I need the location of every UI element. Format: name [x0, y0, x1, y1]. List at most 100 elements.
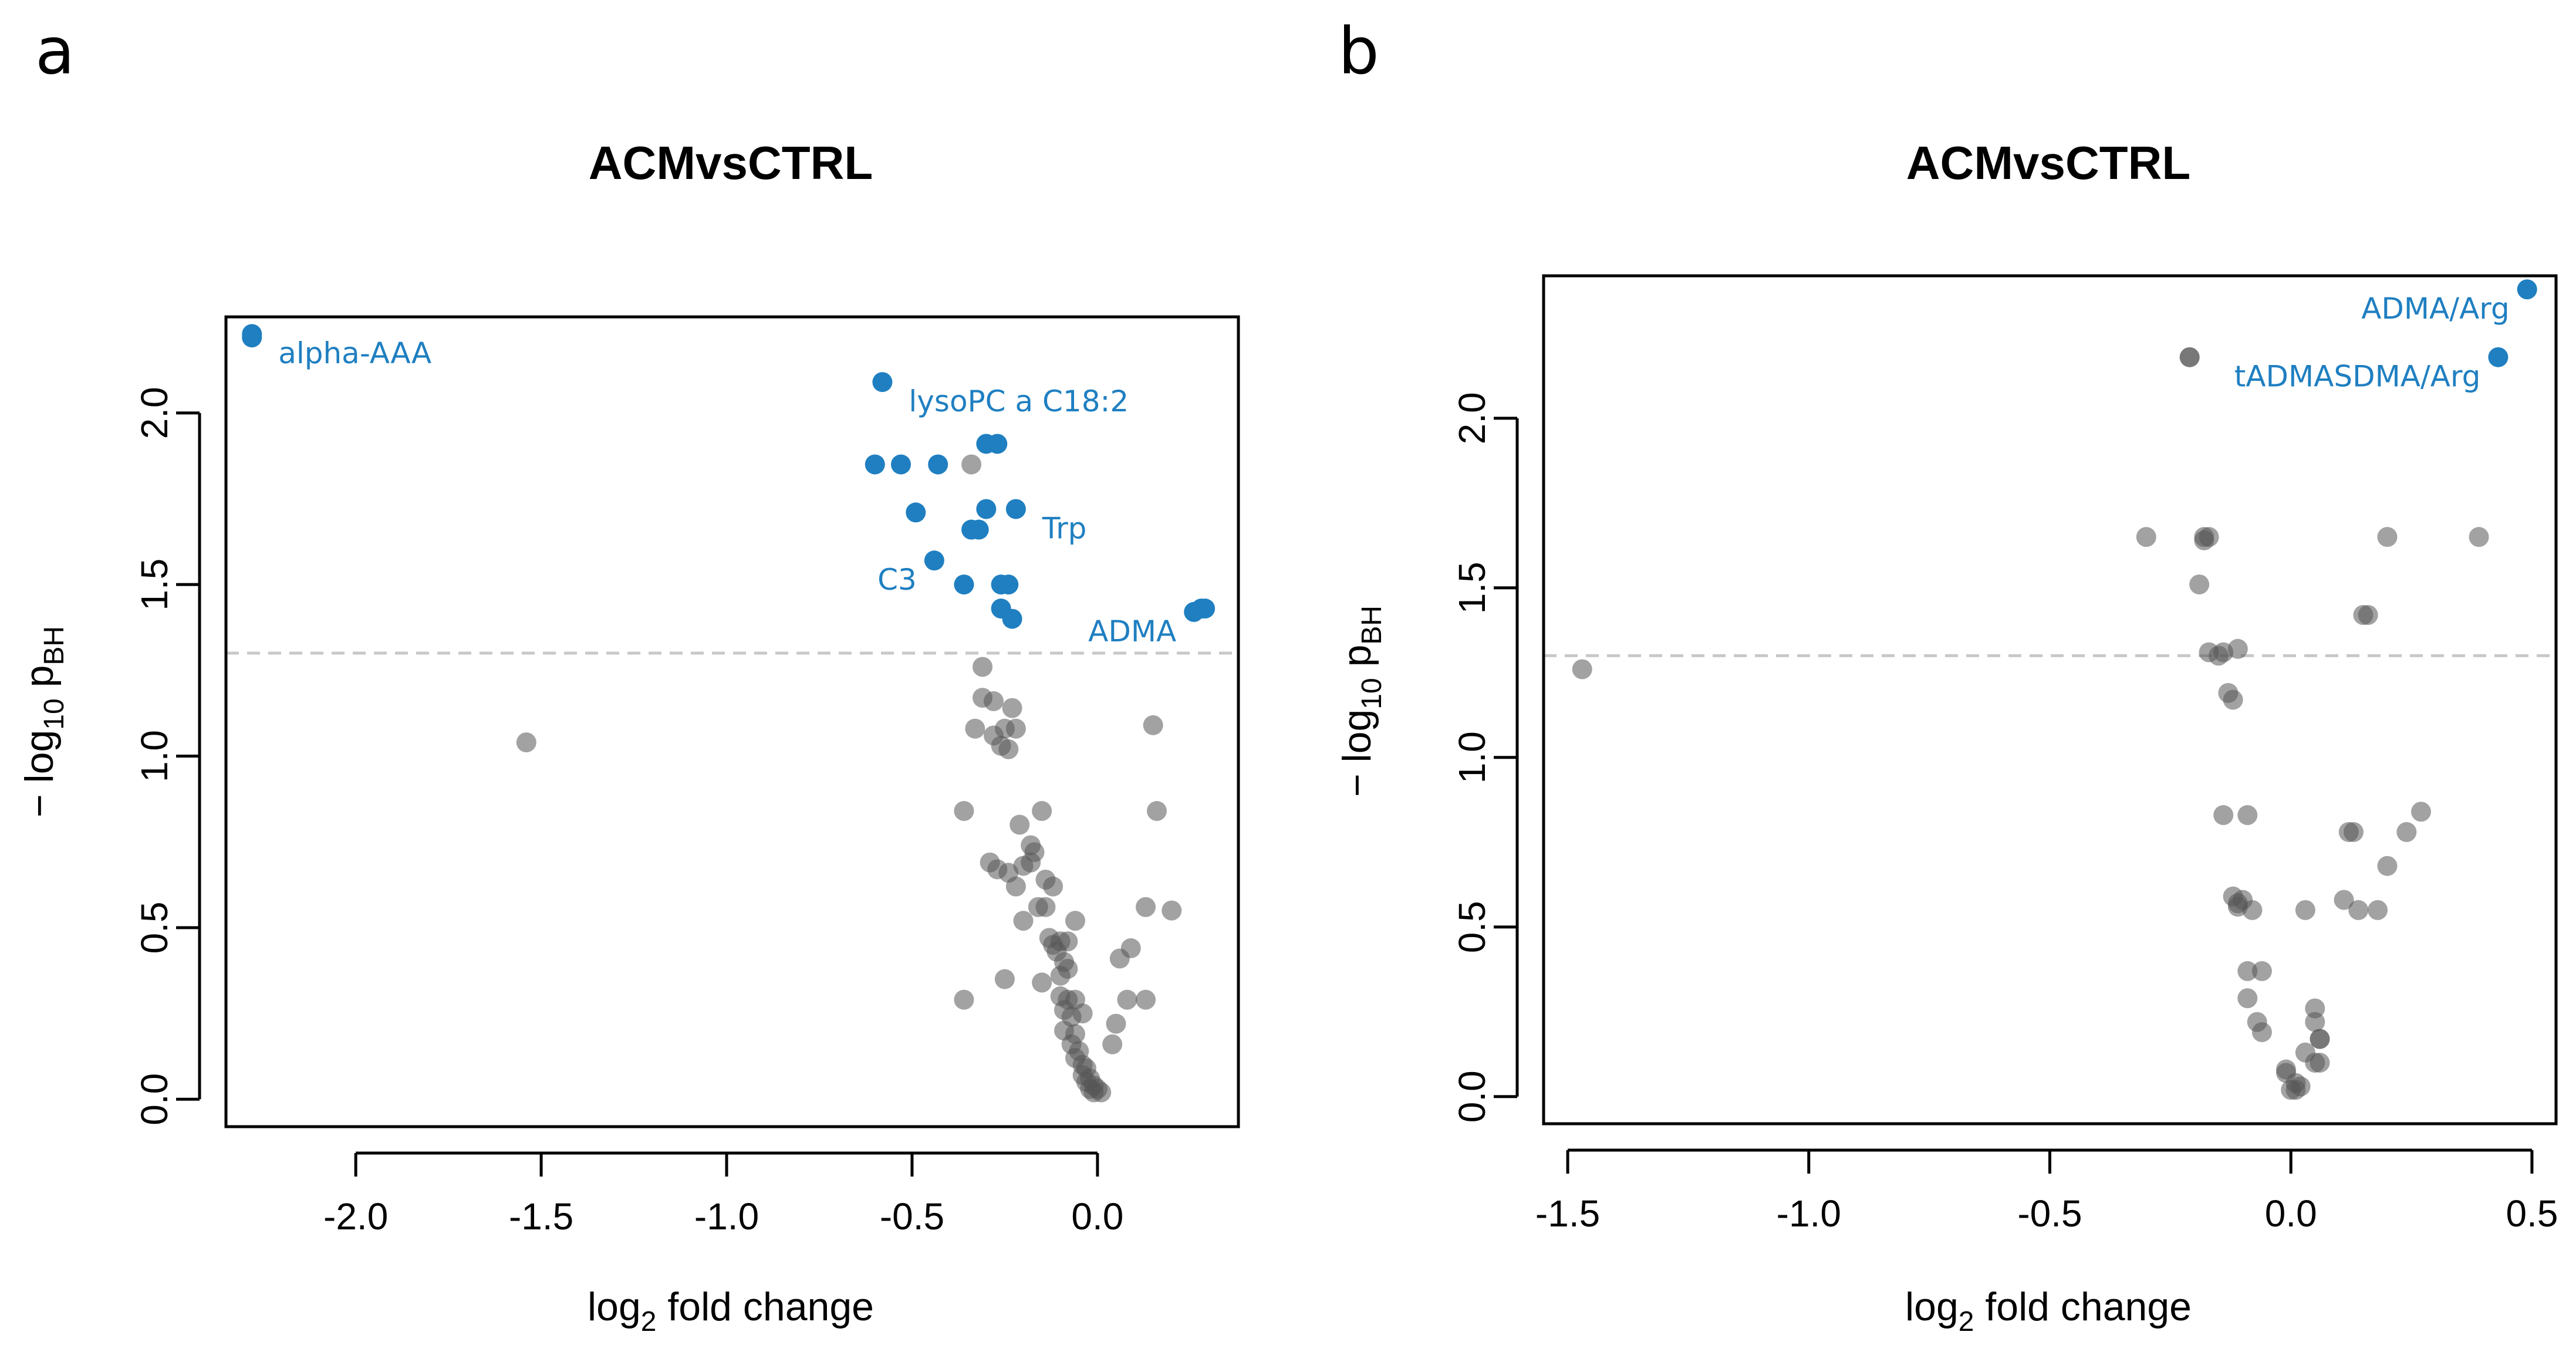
- point-nonsignificant: [2136, 527, 2156, 547]
- point-label: C3: [877, 563, 917, 597]
- panel-letter: b: [1338, 13, 1379, 89]
- x-label-rest: fold change: [656, 1285, 874, 1329]
- point-nonsignificant: [1072, 1003, 1093, 1024]
- point-significant: [998, 574, 1019, 595]
- chart-title: ACMvsCTRL: [1906, 137, 2190, 189]
- x-tick-label: -1.0: [694, 1195, 759, 1238]
- x-tick-label: -1.5: [509, 1195, 573, 1238]
- y-tick-label: 2.0: [133, 387, 175, 439]
- point-nonsignificant: [1117, 989, 1137, 1010]
- x-tick-label: 0.0: [2265, 1192, 2317, 1235]
- point-nonsignificant: [1136, 989, 1156, 1010]
- point-nonsignificant: [954, 989, 974, 1010]
- point-nonsignificant: [2368, 900, 2388, 920]
- point-nonsignificant: [2295, 900, 2315, 920]
- x-tick-label: -0.5: [2017, 1192, 2082, 1235]
- y-axis-label: − log10 pBH: [17, 626, 70, 817]
- x-tick-label: -0.5: [880, 1195, 944, 1238]
- point-nonsignificant: [1162, 900, 1182, 921]
- point-label: ADMA/Arg: [2361, 292, 2510, 326]
- point-nonsignificant: [954, 801, 974, 822]
- y-axis: 0.0 0.5 1.0 1.5 2.0: [1451, 392, 1519, 1123]
- point-significant: [976, 499, 997, 519]
- point-nonsignificant: [2310, 1052, 2330, 1073]
- point-nonsignificant: [2310, 1029, 2330, 1049]
- point-label: lysoPC a C18:2: [909, 384, 1129, 418]
- point-nonsignificant: [1013, 856, 1034, 876]
- y-tick-label: 1.5: [133, 559, 175, 611]
- point-significant: [1195, 599, 1216, 619]
- y-label-sub-10: 10: [39, 698, 70, 729]
- point-nonsignificant: [1146, 801, 1167, 822]
- y-label-prefix: − log: [17, 730, 62, 817]
- point-nonsignificant: [2285, 1080, 2306, 1100]
- point-significant: [1002, 609, 1022, 629]
- y-label-sub-10: 10: [1356, 678, 1387, 709]
- point-nonsignificant: [2213, 805, 2234, 826]
- x-label-log: log: [1905, 1285, 1959, 1329]
- y-label-p: p: [1335, 645, 1379, 678]
- y-tick-label: 0.5: [1451, 901, 1493, 953]
- point-label: tADMASDMA/Arg: [2234, 360, 2481, 394]
- plot-frame: [224, 315, 1240, 1128]
- point-significant: [872, 372, 893, 393]
- x-axis: -1.5 -1.0 -0.5 0.0 0.5: [1535, 1148, 2558, 1235]
- chart-panel-1: a ACMvsCTRL alpha-AAA lysoPC a C18:2 Trp C3 AD…: [17, 13, 1240, 1337]
- point-nonsignificant: [2334, 890, 2354, 910]
- point-nonsignificant: [2223, 689, 2243, 710]
- point-nonsignificant: [973, 657, 993, 677]
- chart-title: ACMvsCTRL: [589, 137, 873, 189]
- x-axis-label: log2 fold change: [588, 1285, 874, 1337]
- point-nonsignificant: [2411, 802, 2431, 822]
- x-axis-label: log2 fold change: [1905, 1285, 2192, 1337]
- y-axis: 0.0 0.5 1.0 1.5 2.0: [133, 387, 201, 1125]
- y-tick-label: 1.5: [1451, 562, 1493, 614]
- point-nonsignificant: [1120, 938, 1141, 958]
- point-nonsignificant: [994, 969, 1015, 989]
- point-significant: [928, 454, 948, 475]
- y-tick-label: 1.0: [133, 730, 175, 782]
- x-tick-label: -2.0: [323, 1195, 388, 1238]
- point-significant: [906, 502, 926, 523]
- point-nonsignificant: [1143, 715, 1163, 735]
- point-nonsignificant: [2242, 900, 2263, 920]
- point-nonsignificant: [1005, 876, 1026, 897]
- point-significant: [2517, 279, 2537, 300]
- y-label-sub-bh: BH: [39, 626, 70, 665]
- point-nonsignificant: [1065, 911, 1085, 931]
- point-nonsignificant: [1032, 972, 1052, 993]
- point-nonsignificant: [516, 732, 536, 753]
- y-tick-label: 1.0: [1451, 731, 1493, 783]
- point-nonsignificant: [2251, 1022, 2272, 1042]
- point-nonsignificant: [1013, 911, 1034, 931]
- point-significant: [891, 454, 911, 475]
- x-label-sub: 2: [641, 1306, 657, 1337]
- point-nonsignificant: [1050, 965, 1071, 986]
- point-label: ADMA: [1088, 614, 1176, 648]
- point-nonsignificant: [2237, 805, 2258, 826]
- y-tick-label: 0.5: [133, 901, 175, 954]
- point-nonsignificant: [2237, 988, 2258, 1009]
- point-significant: [987, 434, 1008, 454]
- point-nonsignificant: [2179, 347, 2200, 367]
- point-nonsignificant: [2194, 530, 2214, 550]
- point-nonsignificant: [2338, 822, 2359, 842]
- y-tick-label: 0.0: [133, 1073, 175, 1125]
- point-nonsignificant: [2237, 961, 2258, 981]
- y-tick-label: 2.0: [1451, 392, 1493, 444]
- point-nonsignificant: [2348, 900, 2369, 920]
- point-nonsignificant: [2396, 822, 2417, 842]
- point-nonsignificant: [1043, 876, 1064, 897]
- point-nonsignificant: [998, 739, 1019, 759]
- y-label-p: p: [17, 665, 62, 699]
- x-label-sub: 2: [1959, 1306, 1974, 1337]
- point-nonsignificant: [2358, 605, 2378, 625]
- point-label: alpha-AAA: [278, 336, 431, 370]
- point-nonsignificant: [2377, 856, 2398, 876]
- x-label-rest: fold change: [1974, 1285, 2192, 1329]
- x-tick-label: 0.5: [2506, 1192, 2558, 1235]
- point-nonsignificant: [2251, 961, 2272, 981]
- point-nonsignificant: [2305, 1012, 2325, 1032]
